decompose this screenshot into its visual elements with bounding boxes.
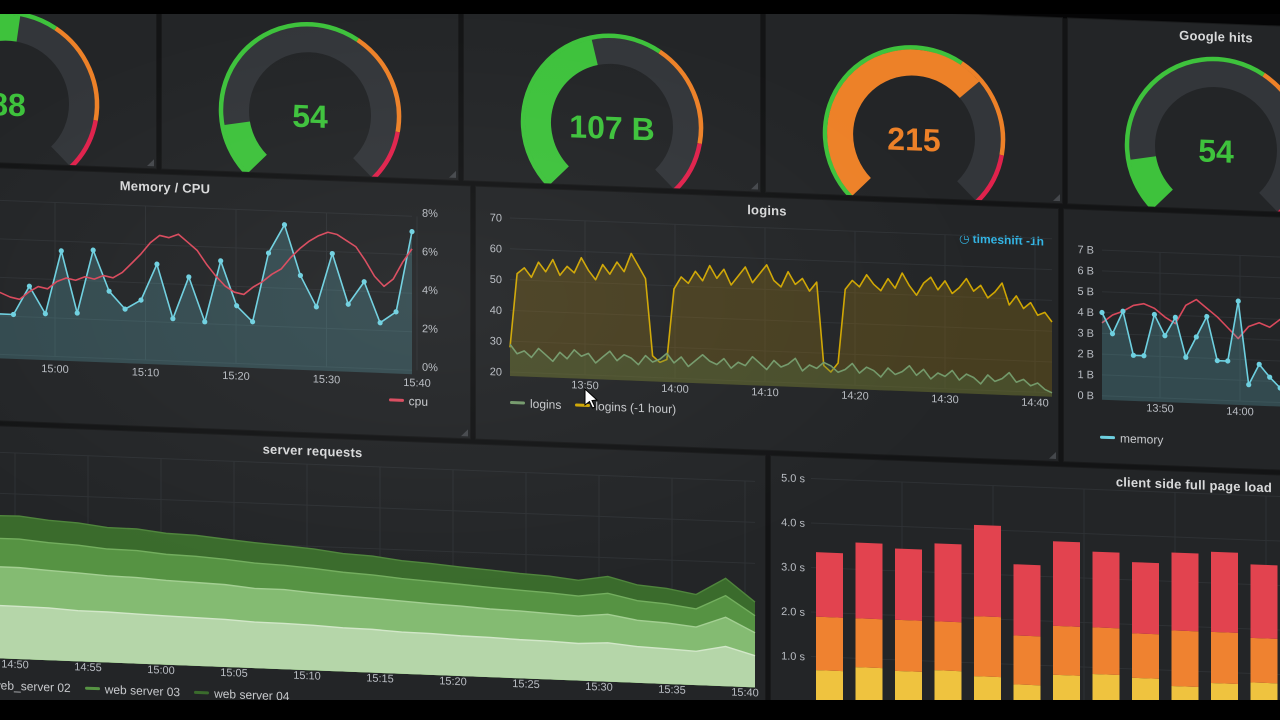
svg-text:15:20: 15:20 (222, 370, 250, 383)
gauge-chart[interactable]: 88 (0, 0, 156, 169)
mouse-cursor (584, 388, 599, 409)
svg-text:70: 70 (490, 212, 502, 224)
svg-text:15:30: 15:30 (585, 681, 613, 694)
legend-item[interactable]: memory (1100, 431, 1163, 447)
gauge-chart[interactable]: 107 B (464, 0, 760, 192)
panel-server-requests: server requests 14:50 14:55 15:00 15:05 15:1… (0, 421, 765, 720)
svg-text:2.0 s: 2.0 s (781, 606, 805, 619)
legend-label: web server 03 (104, 682, 181, 700)
svg-text:215: 215 (887, 120, 940, 158)
svg-text:14:00: 14:00 (661, 383, 689, 396)
svg-text:40: 40 (490, 305, 502, 317)
svg-text:13:50: 13:50 (1146, 402, 1174, 415)
gauge-chart[interactable]: 54 (1068, 18, 1280, 215)
server-requests-chart[interactable]: 14:50 14:55 15:00 15:05 15:10 15:15 15:20 15:25… (0, 421, 765, 720)
svg-text:14:20: 14:20 (841, 390, 869, 403)
svg-text:15:40: 15:40 (403, 377, 431, 390)
legend-label: memory (1120, 431, 1164, 448)
panel-memory: 7 B 6 B 5 B 4 B 3 B 2 B 1 B 0 B 13:50 14:00 memor… (1064, 209, 1280, 473)
legend-swatch (84, 686, 100, 691)
svg-text:0%: 0% (422, 362, 438, 375)
svg-text:2 B: 2 B (1077, 348, 1094, 361)
legend-item[interactable]: logins (510, 396, 561, 412)
legend-swatch (194, 690, 210, 695)
svg-text:54: 54 (292, 98, 328, 135)
svg-text:6 B: 6 B (1077, 265, 1094, 278)
svg-text:3.0 s: 3.0 s (781, 561, 805, 574)
panel-client-page-load: client side full page load 5.0 s 4.0 s 3.0… (771, 455, 1280, 720)
svg-text:15:30: 15:30 (313, 373, 341, 386)
svg-text:1 B: 1 B (1077, 369, 1094, 382)
svg-text:8%: 8% (422, 208, 438, 221)
legend-item[interactable]: web_server 02 (0, 677, 71, 695)
legend-swatch (388, 398, 404, 402)
panel-gauge-google-hits: Google hits 54 (1068, 18, 1280, 215)
svg-text:4%: 4% (422, 285, 438, 298)
client-page-load-chart[interactable]: 5.0 s 4.0 s 3.0 s 2.0 s 1.0 s (771, 456, 1280, 720)
svg-text:15:15: 15:15 (366, 672, 394, 685)
legend-label: logins (530, 396, 562, 412)
gauge-chart[interactable]: 215 (766, 7, 1062, 204)
legend-item[interactable]: cpu (388, 393, 428, 409)
panel-gauge-1: 88 (0, 0, 156, 169)
svg-text:15:00: 15:00 (41, 363, 69, 376)
svg-text:14:50: 14:50 (1, 658, 29, 671)
panel-memory-cpu: Memory / CPU 8% 6% 4% 2% 0% 15:00 15:10 15:20 15… (0, 163, 470, 439)
svg-text:14:40: 14:40 (1021, 397, 1049, 410)
panel-gauge-4: 215 (766, 6, 1062, 204)
svg-text:13:50: 13:50 (571, 379, 599, 392)
svg-text:30: 30 (490, 335, 502, 347)
svg-text:0 B: 0 B (1077, 390, 1094, 403)
svg-text:6%: 6% (422, 246, 438, 259)
svg-text:14:00: 14:00 (1226, 405, 1254, 418)
memory-chart[interactable]: 7 B 6 B 5 B 4 B 3 B 2 B 1 B 0 B 13:50 14:00 (1064, 209, 1280, 473)
svg-text:4.0 s: 4.0 s (781, 517, 805, 530)
svg-text:15:05: 15:05 (220, 667, 248, 680)
panel-gauge-3: 107 B (464, 0, 760, 192)
svg-text:5 B: 5 B (1077, 286, 1094, 299)
letterbox-top (0, 0, 1280, 14)
gauge-chart[interactable]: 54 (162, 0, 458, 180)
svg-text:50: 50 (490, 274, 502, 286)
chart-legend: memory (1100, 431, 1177, 448)
svg-text:15:35: 15:35 (658, 684, 686, 697)
svg-text:5.0 s: 5.0 s (781, 472, 805, 485)
svg-text:15:00: 15:00 (147, 664, 175, 677)
svg-text:7 B: 7 B (1077, 244, 1094, 257)
svg-text:14:30: 14:30 (931, 393, 959, 406)
svg-text:3 B: 3 B (1077, 327, 1094, 340)
svg-text:4 B: 4 B (1077, 307, 1094, 320)
svg-text:20: 20 (490, 366, 502, 378)
svg-text:15:40: 15:40 (731, 686, 759, 699)
svg-text:88: 88 (0, 86, 26, 123)
memory-cpu-chart[interactable]: 8% 6% 4% 2% 0% 15:00 15:10 15:20 15:30 15:40 (0, 163, 470, 438)
chart-legend: cpu (388, 393, 442, 409)
panel-gauge-2: 54 (162, 0, 458, 180)
svg-text:2%: 2% (422, 323, 438, 336)
legend-label: cpu (408, 394, 428, 409)
svg-text:14:55: 14:55 (74, 661, 102, 674)
svg-text:60: 60 (490, 243, 502, 255)
svg-text:15:10: 15:10 (293, 670, 321, 683)
svg-text:107 B: 107 B (569, 108, 654, 147)
panel-logins: logins ◷ timeshift -1h 70 60 50 40 30 20 13:50 1… (476, 186, 1058, 462)
svg-text:54: 54 (1198, 132, 1234, 169)
svg-text:15:20: 15:20 (439, 675, 467, 688)
legend-swatch (1100, 435, 1115, 440)
svg-text:15:25: 15:25 (512, 678, 540, 691)
svg-text:15:10: 15:10 (132, 366, 160, 379)
svg-text:1.0 s: 1.0 s (781, 650, 805, 663)
legend-label: web_server 02 (0, 678, 71, 696)
letterbox-bottom (0, 700, 1280, 720)
svg-text:14:10: 14:10 (751, 386, 779, 399)
legend-swatch (510, 400, 525, 405)
logins-chart[interactable]: 70 60 50 40 30 20 13:50 14:00 14:10 14:20 14:30 14:… (476, 187, 1058, 461)
